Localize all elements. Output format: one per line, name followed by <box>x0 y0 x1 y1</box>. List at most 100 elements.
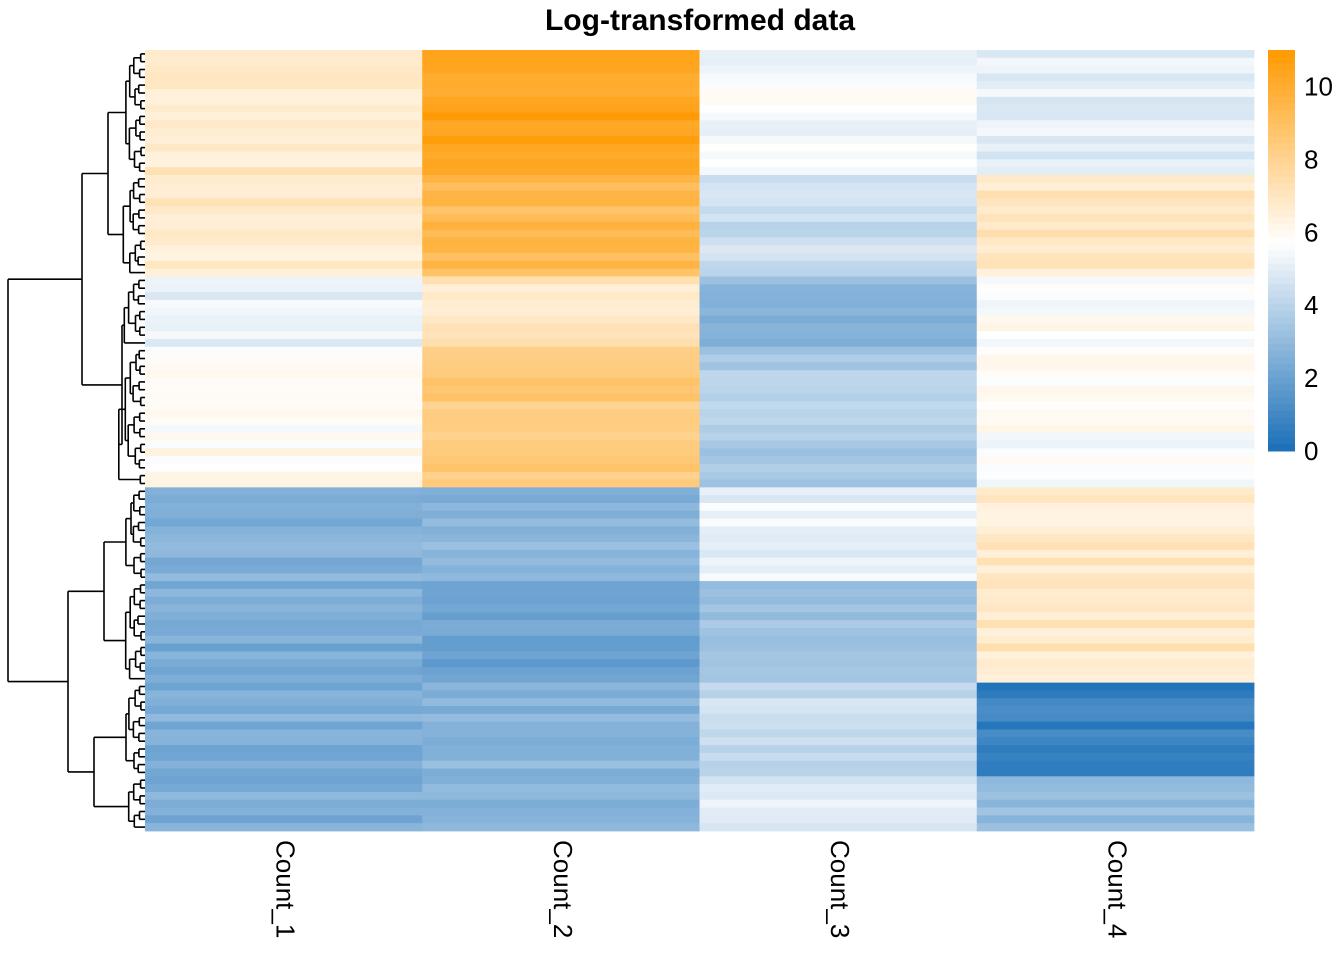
heatmap-cell <box>422 776 700 785</box>
heatmap-cell <box>145 292 423 301</box>
legend-color-step <box>1268 424 1295 432</box>
heatmap-cell <box>976 768 1255 777</box>
heatmap-cell <box>699 651 978 660</box>
heatmap-cell <box>976 245 1255 254</box>
heatmap-cell <box>699 604 978 613</box>
heatmap-cell <box>699 557 978 566</box>
heatmap-cell <box>145 752 423 762</box>
heatmap-cell <box>699 510 978 519</box>
heatmap-cell <box>422 120 700 129</box>
heatmap-cell <box>145 245 423 254</box>
heatmap-cell <box>145 487 423 496</box>
heatmap-cell <box>976 713 1255 723</box>
legend-color-step <box>1268 176 1295 185</box>
heatmap-cell <box>699 776 978 785</box>
legend-color-step <box>1268 203 1295 211</box>
legend-color-step <box>1268 364 1295 372</box>
heatmap-cell <box>976 292 1255 301</box>
heatmap-cell <box>422 214 700 223</box>
legend-tick-label: 2 <box>1304 363 1318 393</box>
heatmap-cell <box>145 393 423 402</box>
heatmap-cell <box>145 120 423 129</box>
heatmap-cell <box>145 776 423 785</box>
heatmap-cell <box>145 448 423 457</box>
heatmap-cell <box>699 159 978 168</box>
heatmap-cell <box>422 635 700 644</box>
heatmap-cell <box>145 409 423 418</box>
heatmap-cell <box>976 557 1255 566</box>
heatmap-cell <box>145 284 423 293</box>
chart-title: Log-transformed data <box>545 4 855 37</box>
heatmap-cell <box>699 299 978 309</box>
heatmap-cell <box>976 588 1255 598</box>
heatmap-cell <box>145 729 423 738</box>
heatmap-cell <box>422 815 700 824</box>
legend-color-step <box>1268 143 1295 151</box>
legend-color-step <box>1268 257 1295 265</box>
heatmap-cell <box>145 768 423 777</box>
legend-color-step <box>1268 136 1295 145</box>
column-label: Count_4 <box>1103 840 1133 938</box>
heatmap-cell <box>976 745 1255 754</box>
heatmap-cell <box>145 627 423 637</box>
heatmap-cell <box>422 401 700 410</box>
legend-color-step <box>1268 410 1295 419</box>
heatmap-cell <box>699 182 978 191</box>
legend-color-step <box>1268 210 1295 218</box>
legend-color-step <box>1268 197 1295 205</box>
heatmap-cell <box>976 237 1255 246</box>
heatmap-cell <box>422 627 700 637</box>
heatmap-cell <box>699 112 978 121</box>
heatmap-cell <box>422 307 700 316</box>
heatmap-cell <box>145 167 423 176</box>
heatmap-cell <box>145 510 423 519</box>
heatmap-cell <box>699 823 978 832</box>
heatmap-cell <box>699 526 978 535</box>
legend-color-step <box>1268 116 1295 125</box>
heatmap-cell <box>145 823 423 832</box>
heatmap-cell <box>422 354 700 363</box>
heatmap-cell <box>422 159 700 168</box>
heatmap-cell <box>145 73 423 82</box>
heatmap-cell <box>145 620 423 629</box>
heatmap-cell <box>976 526 1255 535</box>
heatmap-cell <box>699 760 978 769</box>
heatmap-cell <box>422 245 700 254</box>
heatmap-cell <box>422 604 700 613</box>
heatmap-cell <box>422 565 700 574</box>
heatmap-cell <box>422 588 700 598</box>
column-labels: Count_1 Count_2 Count_3 Count_4 <box>271 840 1133 938</box>
heatmap-cell <box>976 260 1255 270</box>
heatmap-cell <box>699 307 978 316</box>
heatmap-cell <box>145 346 423 355</box>
heatmap-cell <box>145 50 423 59</box>
color-legend: 0 2 4 6 8 10 <box>1268 50 1333 466</box>
heatmap-cell <box>699 50 978 59</box>
heatmap-cell <box>976 198 1255 207</box>
heatmap-cell <box>976 393 1255 402</box>
heatmap-cell <box>976 502 1255 512</box>
heatmap-cell <box>422 807 700 816</box>
legend-color-step <box>1268 96 1295 104</box>
heatmap-cell <box>422 432 700 441</box>
legend-tick-label: 6 <box>1304 217 1318 247</box>
heatmap-cell <box>976 276 1255 285</box>
heatmap-cell <box>699 214 978 223</box>
heatmap-cell <box>145 518 423 527</box>
legend-color-step <box>1268 397 1295 405</box>
heatmap-cell <box>976 65 1255 74</box>
heatmap-cell <box>422 573 700 582</box>
heatmap-cell <box>422 791 700 801</box>
heatmap-cell <box>145 690 423 699</box>
heatmap-cell <box>422 221 700 231</box>
heatmap-cell <box>422 643 700 652</box>
heatmap-cell <box>976 190 1255 199</box>
heatmap-cell <box>422 768 700 777</box>
heatmap-cell <box>976 362 1255 371</box>
legend-color-step <box>1268 437 1295 445</box>
heatmap-cell <box>976 682 1255 691</box>
heatmap-cell <box>699 151 978 160</box>
heatmap-cell <box>976 229 1255 238</box>
heatmap-cell <box>976 542 1255 551</box>
heatmap-cell <box>145 635 423 644</box>
